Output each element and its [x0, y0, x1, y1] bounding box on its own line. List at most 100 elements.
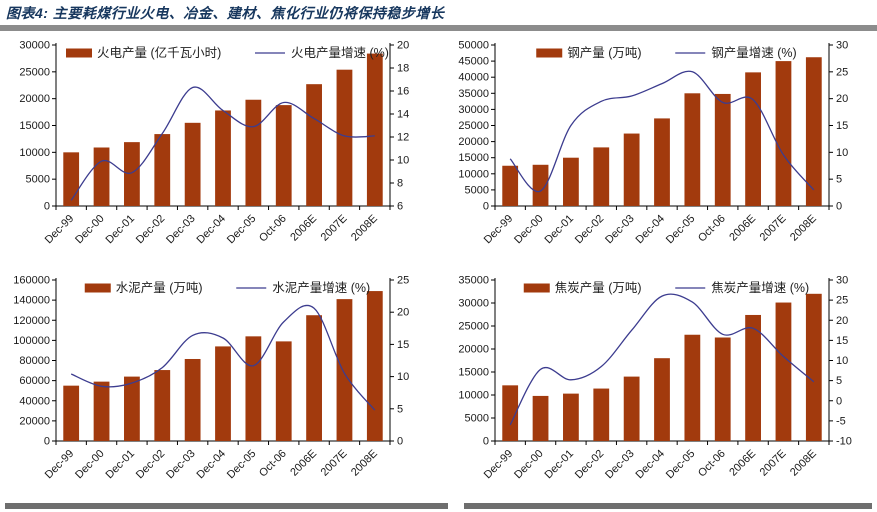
- chart-steel: 0 5000 10000 15000 20000 25000 30000 35000 40000…: [439, 35, 877, 269]
- right-axis-tick-label: 25: [836, 295, 848, 307]
- right-axis-tick-label: 0: [836, 201, 842, 213]
- bar-Dec-03: [184, 358, 201, 441]
- bar-2006E: [306, 315, 322, 441]
- left-axis-tick-label: 25000: [458, 120, 489, 132]
- left-axis-tick-label: 80000: [19, 355, 50, 367]
- left-axis-tick-label: 15000: [458, 152, 489, 164]
- left-axis-tick-label: 15000: [458, 367, 489, 379]
- x-axis-label: Dec-02: [573, 213, 607, 247]
- bar-series: [63, 53, 383, 206]
- right-axis-tick-label: 10: [836, 147, 848, 159]
- bar-Oct-06: [275, 105, 292, 206]
- right-axis-tick-label: 20: [836, 93, 848, 105]
- growth-line: [70, 86, 375, 201]
- right-axis-tick-label: 15: [397, 339, 409, 351]
- left-axis-tick-label: 160000: [13, 275, 50, 287]
- x-axis-label: Oct-06: [696, 448, 728, 480]
- bar-Dec-02: [593, 147, 610, 206]
- right-axis-tick-label: 10: [836, 355, 848, 367]
- bar-2007E: [775, 61, 792, 206]
- bar-Oct-06: [275, 341, 292, 441]
- right-axis-tick-label: 10: [397, 155, 409, 167]
- right-axis-tick-label: 16: [397, 86, 409, 98]
- bar-Dec-99: [63, 385, 80, 441]
- left-axis-tick-label: 30000: [458, 298, 489, 310]
- x-axis-label: 2006E: [727, 213, 758, 244]
- bar-Dec-04: [215, 346, 231, 441]
- left-axis-tick-label: 15000: [19, 120, 50, 132]
- left-axis-tick-label: 25000: [19, 66, 50, 78]
- x-axis-label: Dec-05: [664, 213, 698, 247]
- left-axis-tick-label: 5000: [26, 174, 50, 186]
- left-axis-tick-label: 10000: [19, 147, 50, 159]
- bar-Dec-05: [684, 93, 701, 206]
- bar-Dec-02: [154, 134, 171, 206]
- chart-coke: 0 5000 10000 15000 20000 25000 30000 35000 -10 -5…: [439, 270, 877, 504]
- x-axis-label: 2006E: [288, 213, 319, 244]
- bar-2006E: [745, 314, 761, 441]
- bar-2008E: [366, 291, 383, 441]
- x-axis-label: 2007E: [758, 448, 789, 479]
- right-axis-tick-label: 6: [397, 201, 403, 213]
- x-axis-label: Oct-06: [257, 448, 289, 480]
- left-axis-tick-label: 10000: [458, 390, 489, 402]
- left-axis-tick-label: 0: [44, 201, 50, 213]
- bar-Dec-03: [623, 376, 640, 441]
- right-axis-tick-label: 0: [836, 395, 842, 407]
- legend-bar-swatch: [523, 283, 550, 293]
- footer-rule-right: [464, 503, 872, 509]
- left-axis-tick-label: 35000: [458, 275, 489, 287]
- bar-series: [502, 57, 822, 207]
- bar-2008E: [366, 53, 383, 206]
- x-axis-label: Dec-02: [134, 448, 168, 482]
- x-axis-label: Dec-04: [195, 448, 229, 482]
- left-axis-tick-label: 60000: [19, 375, 50, 387]
- combo-chart-canvas: 0 5000 10000 15000 20000 25000 30000 35000 40000…: [458, 40, 848, 247]
- right-axis-tick-label: 15: [836, 335, 848, 347]
- right-axis-tick-label: 20: [397, 307, 409, 319]
- bar-2007E: [775, 302, 792, 441]
- x-axis-label: Dec-03: [603, 213, 637, 247]
- legend-bar-label: 火电产量 (亿千瓦小时): [97, 45, 221, 60]
- right-axis-tick-label: 15: [836, 120, 848, 132]
- growth-line: [509, 293, 815, 426]
- x-axis-label: 2006E: [288, 448, 319, 479]
- bar-2007E: [336, 69, 353, 206]
- left-axis-tick-label: 100000: [13, 335, 50, 347]
- bar-Dec-01: [563, 157, 579, 206]
- right-axis-tick-label: 30: [836, 40, 848, 52]
- right-axis-tick-label: -5: [836, 415, 846, 427]
- x-axis-label: Dec-00: [512, 213, 546, 247]
- x-axis-label: 2008E: [788, 213, 819, 244]
- x-axis-label: Dec-99: [43, 213, 77, 247]
- bar-2006E: [306, 84, 322, 206]
- left-axis-tick-label: 40000: [458, 72, 489, 84]
- right-axis-tick-label: 30: [836, 275, 848, 287]
- legend-line-label: 水泥产量增速 (%): [272, 280, 370, 295]
- bar-series: [63, 291, 383, 441]
- left-axis-tick-label: 0: [483, 436, 489, 448]
- x-axis-label: Oct-06: [696, 213, 728, 245]
- combo-chart-canvas: 0 20000 40000 60000 80000 100000 120000 140000 1…: [13, 275, 409, 482]
- left-axis-tick-label: 35000: [458, 88, 489, 100]
- legend-bar-label: 焦炭产量 (万吨): [555, 281, 642, 295]
- x-axis-label: Dec-05: [664, 448, 698, 482]
- x-axis-label: Dec-99: [482, 448, 516, 482]
- chart-thermal-power: 0 5000 10000 15000 20000 25000 30000 6 8 10 12 14 16…: [0, 35, 438, 269]
- left-axis-tick-label: 20000: [19, 415, 50, 427]
- title-separator-rule: [0, 25, 877, 31]
- legend-bar-label: 钢产量 (万吨): [567, 46, 641, 60]
- bar-Dec-02: [154, 370, 171, 441]
- right-axis-tick-label: 20: [397, 40, 409, 52]
- bar-Dec-00: [532, 395, 549, 441]
- bar-Dec-05: [245, 99, 262, 206]
- bar-2008E: [805, 57, 822, 207]
- x-axis-label: Dec-00: [73, 213, 107, 247]
- right-axis-tick-label: 5: [397, 403, 403, 415]
- charts-grid: 0 5000 10000 15000 20000 25000 30000 6 8 10 12 14 16…: [0, 35, 877, 504]
- legend-bar-label: 水泥产量 (万吨): [116, 281, 203, 295]
- x-axis-label: Dec-00: [512, 448, 546, 482]
- combo-chart-canvas: 0 5000 10000 15000 20000 25000 30000 35000 -10 -5…: [458, 275, 852, 482]
- left-axis-tick-label: 20000: [458, 136, 489, 148]
- left-axis-tick-label: 5000: [465, 413, 489, 425]
